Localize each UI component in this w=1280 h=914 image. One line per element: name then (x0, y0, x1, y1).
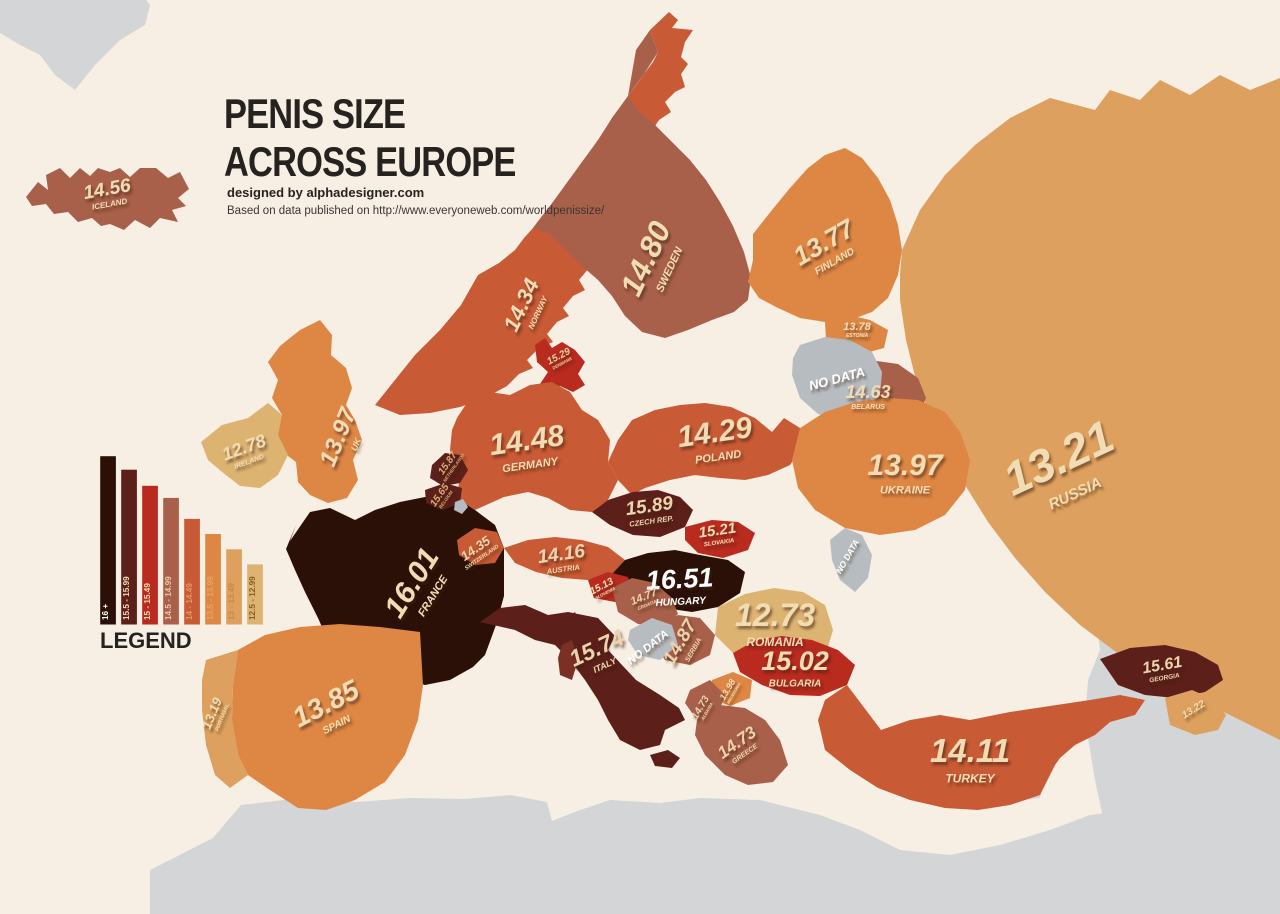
svg-text:15 - 15.49: 15 - 15.49 (143, 583, 152, 620)
svg-text:12.73: 12.73 (735, 597, 815, 633)
svg-text:TURKEY: TURKEY (945, 772, 995, 786)
svg-text:13.97: 13.97 (867, 449, 943, 482)
svg-text:14 - 14.49: 14 - 14.49 (185, 583, 194, 620)
svg-text:16 +: 16 + (101, 604, 110, 620)
svg-text:13.78: 13.78 (843, 321, 871, 333)
svg-text:14.11: 14.11 (930, 732, 1010, 769)
svg-text:UKRAINE: UKRAINE (880, 485, 931, 497)
svg-text:PENIS SIZE: PENIS SIZE (224, 91, 405, 138)
svg-text:15.5 - 15.99: 15.5 - 15.99 (122, 576, 131, 620)
svg-text:ACROSS EUROPE: ACROSS EUROPE (224, 139, 516, 186)
svg-text:BELARUS: BELARUS (851, 404, 885, 411)
svg-text:13.5 - 13.99: 13.5 - 13.99 (206, 576, 215, 620)
svg-text:15.02: 15.02 (761, 646, 829, 676)
svg-text:13 - 13.49: 13 - 13.49 (227, 583, 236, 620)
svg-text:ESTONIA: ESTONIA (846, 333, 869, 339)
svg-text:Based on data published on htt: Based on data published on http://www.ev… (227, 205, 605, 217)
svg-text:14.63: 14.63 (845, 382, 890, 402)
svg-text:designed by alphadesigner.com: designed by alphadesigner.com (227, 185, 424, 200)
svg-text:LEGEND: LEGEND (100, 628, 192, 653)
svg-text:14.5 - 14.99: 14.5 - 14.99 (164, 576, 173, 620)
svg-text:12.5 - 12.99: 12.5 - 12.99 (248, 576, 257, 620)
svg-text:BULGARIA: BULGARIA (769, 679, 822, 690)
